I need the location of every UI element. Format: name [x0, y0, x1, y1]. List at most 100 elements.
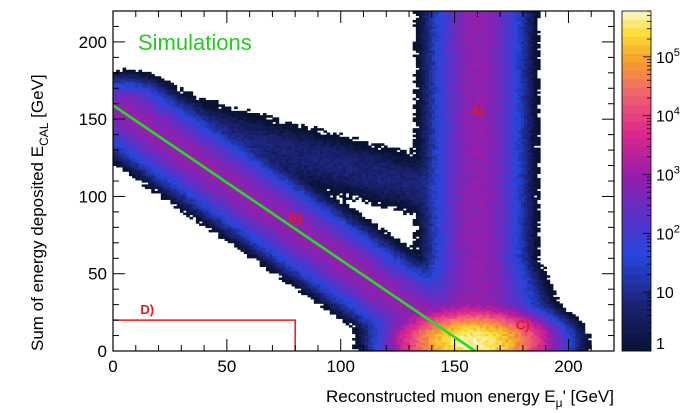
heatmap-cell [343, 137, 347, 140]
heatmap-cell [119, 72, 123, 75]
heatmap-cell [158, 76, 162, 79]
heatmap-cell [241, 111, 245, 114]
heatmap-cell [323, 130, 327, 133]
heatmap-cell [339, 137, 343, 140]
heatmap-cell [231, 111, 235, 114]
heatmap-cell [142, 184, 146, 187]
heatmap-cell [145, 184, 149, 187]
heatmap-cell [256, 113, 260, 116]
heatmap-cell [190, 91, 194, 94]
heatmap-cell [336, 200, 340, 203]
heatmap-cell [272, 124, 276, 127]
heatmap-cell [320, 306, 324, 309]
heatmap-cell [164, 81, 168, 84]
heatmap-cell [183, 213, 187, 216]
heatmap-cell [346, 204, 350, 207]
heatmap-cell [339, 132, 343, 135]
heatmap-cell [263, 113, 267, 116]
heatmap-cell [151, 74, 155, 77]
heatmap-cell [323, 135, 327, 138]
heatmap-cell [148, 72, 152, 75]
heatmap-cells [113, 11, 592, 351]
heatmap-cell [170, 83, 174, 86]
heatmap-cell [174, 206, 178, 209]
heatmap-cell [292, 124, 296, 127]
heatmap-cell [352, 345, 356, 348]
heatmap-cell [352, 141, 356, 144]
heatmap-cell [317, 132, 321, 135]
heatmap-cell [180, 94, 184, 97]
heatmap-cell [272, 117, 276, 120]
heatmap-cell [190, 217, 194, 220]
heatmap-cell [352, 327, 356, 330]
heatmap-cell [154, 191, 158, 194]
heatmap-cell [183, 91, 187, 94]
heatmap-cell [336, 135, 340, 138]
heatmap-cell [349, 208, 353, 211]
heatmap-cell [129, 70, 133, 73]
heatmap-cell [339, 195, 343, 198]
heatmap-cell [279, 124, 283, 127]
heatmap-cell [174, 85, 178, 88]
heatmap-cell [352, 137, 356, 140]
heatmap-cell [228, 107, 232, 110]
heatmap-cell [346, 197, 350, 200]
heatmap-cell [193, 96, 197, 99]
heatmap-cell [218, 104, 222, 107]
heatmap-cell [260, 115, 264, 118]
heatmap-cell [142, 72, 146, 75]
heatmap-cell [339, 204, 343, 207]
heatmap-cell [301, 124, 305, 127]
heatmap-cell [126, 70, 130, 73]
heatmap-cell [177, 91, 181, 94]
heatmap-cell [247, 113, 251, 116]
heatmap-cell [186, 91, 190, 94]
heatmap-cell [212, 100, 216, 103]
heatmap-cell [298, 128, 302, 131]
heatmap-cell [288, 122, 292, 125]
heatmap-cell [349, 139, 353, 142]
heatmap-cell [330, 197, 334, 200]
heatmap-cell [352, 338, 356, 341]
heatmap-cell [320, 135, 324, 138]
heatmap-cell [209, 100, 213, 103]
heatmap-cell [225, 107, 229, 110]
heatmap-cell [304, 126, 308, 129]
heatmap-cell [352, 208, 356, 211]
heatmap-cell [161, 78, 165, 81]
heatmap-cell [311, 128, 315, 131]
heatmap-cell [237, 111, 241, 114]
heatmap-cell [276, 117, 280, 120]
heatmap-cell [266, 115, 270, 118]
heatmap-cell [132, 70, 136, 73]
heatmap-cell [298, 290, 302, 293]
heatmap-cell [139, 70, 143, 73]
heatmap-cell [269, 119, 273, 122]
heatmap-cell [266, 119, 270, 122]
heatmap-cell [307, 130, 311, 133]
heatmap-cell [327, 191, 331, 194]
heatmap-cell [295, 124, 299, 127]
heatmap-cell [145, 72, 149, 75]
heatmap-cell [180, 87, 184, 90]
heatmap-cell [209, 230, 213, 233]
heatmap-cell [269, 115, 273, 118]
heatmap-cell [250, 113, 254, 116]
heatmap-cell [247, 109, 251, 112]
heatmap-cell [154, 76, 158, 79]
heatmap-cell [244, 111, 248, 114]
heatmap-cell [221, 104, 225, 107]
heatmap-cell [349, 325, 353, 328]
heatmap-cell [205, 100, 209, 103]
heatmap-cell [279, 277, 283, 280]
heatmap-cell [333, 132, 337, 135]
heatmap-cell [352, 200, 356, 203]
heatmap-cell [282, 124, 286, 127]
heatmap-cell [253, 113, 257, 116]
heatmap-cell [346, 137, 350, 140]
heatmap-cell [330, 135, 334, 138]
heatmap-cell [320, 128, 324, 131]
heatmap-cell [327, 132, 331, 135]
heatmap-cell [123, 68, 127, 71]
